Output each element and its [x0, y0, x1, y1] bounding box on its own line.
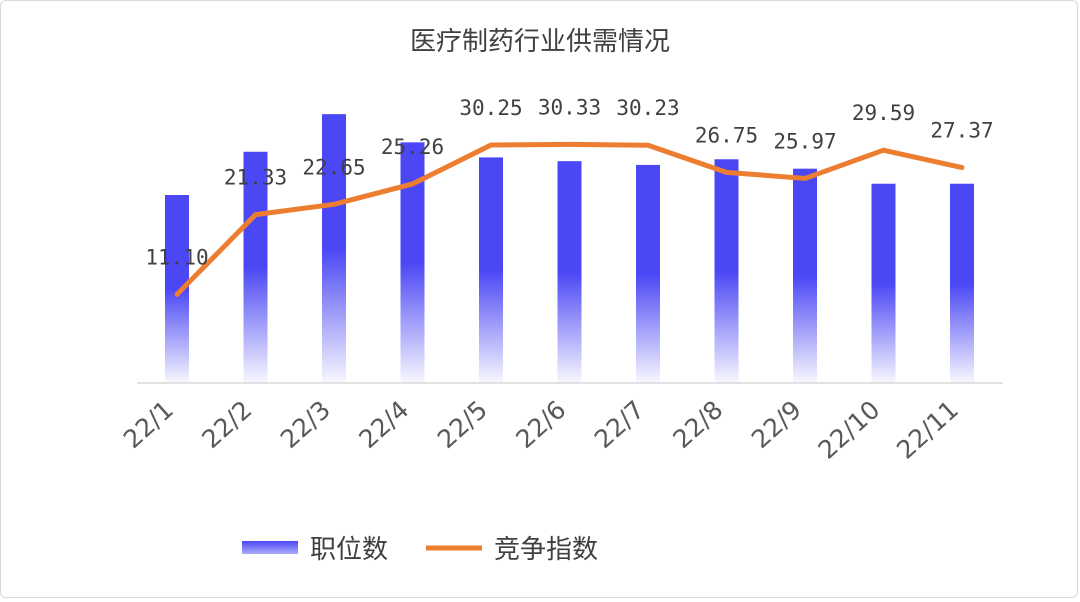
legend-label-line: 竞争指数 — [494, 535, 598, 565]
bar-22/2 — [243, 151, 268, 383]
data-label-22/10: 29.59 — [852, 101, 915, 125]
x-tick-22/11: 22/11 — [891, 395, 964, 465]
bar-22/7 — [636, 164, 660, 383]
bar-22/9 — [793, 168, 817, 383]
x-tick-22/6: 22/6 — [510, 395, 571, 454]
bar-22/6 — [557, 161, 582, 383]
data-label-22/4: 25.26 — [381, 135, 444, 159]
data-label-22/11: 27.37 — [930, 119, 993, 143]
legend-swatch-bar — [242, 541, 298, 554]
bar-22/10 — [871, 183, 896, 383]
x-tick-22/8: 22/8 — [667, 395, 728, 454]
data-label-22/8: 26.75 — [695, 123, 758, 147]
data-labels: 11.10 21.33 22.65 25.26 30.25 30.33 30.23 26.75… — [145, 95, 993, 269]
x-tick-22/1: 22/1 — [118, 395, 179, 454]
x-tick-22/3: 22/3 — [275, 395, 336, 454]
legend-label-bar: 职位数 — [310, 535, 388, 565]
data-label-22/1: 11.10 — [145, 245, 208, 269]
bar-series — [165, 114, 974, 383]
bar-22/8 — [714, 159, 739, 383]
x-tick-22/10: 22/10 — [813, 395, 886, 465]
x-axis-ticks: 22/1 22/2 22/3 22/4 22/5 22/6 22/7 22/8 22/9 22/1… — [118, 395, 964, 465]
data-label-22/2: 21.33 — [224, 166, 287, 190]
x-tick-22/5: 22/5 — [432, 395, 493, 454]
x-tick-22/4: 22/4 — [353, 395, 414, 454]
data-label-22/6: 30.33 — [538, 95, 601, 119]
data-label-22/9: 25.97 — [773, 129, 836, 153]
bar-22/5 — [479, 157, 503, 383]
line-path — [174, 141, 965, 297]
data-label-22/5: 30.25 — [459, 96, 522, 120]
line-series — [174, 141, 965, 297]
legend: 职位数 竞争指数 — [242, 535, 598, 565]
x-tick-22/9: 22/9 — [746, 395, 807, 454]
bar-22/3 — [322, 114, 346, 383]
bar-22/11 — [950, 183, 974, 383]
data-label-22/7: 30.23 — [616, 96, 679, 120]
data-label-22/3: 22.65 — [302, 155, 365, 179]
chart-title: 医疗制药行业供需情况 — [410, 27, 670, 57]
x-tick-22/7: 22/7 — [589, 395, 650, 454]
x-tick-22/2: 22/2 — [196, 395, 257, 454]
